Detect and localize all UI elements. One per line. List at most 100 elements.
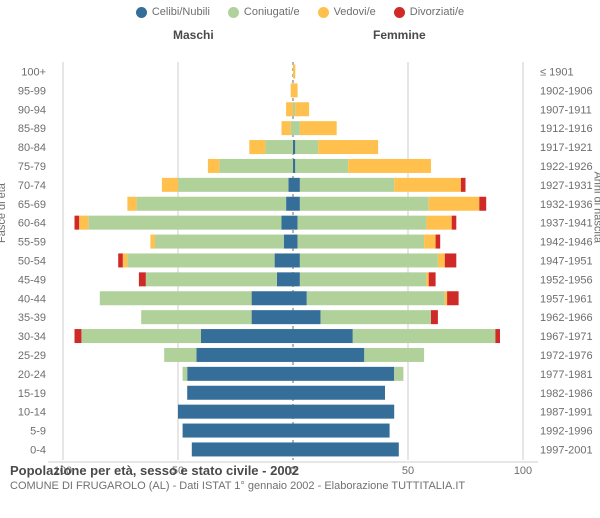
bar-male	[201, 329, 293, 343]
age-label: 5-9	[30, 426, 46, 438]
birth-label: 1917-1921	[540, 142, 593, 154]
bar-male	[277, 272, 293, 286]
bar-male	[284, 235, 293, 249]
bar-male	[187, 367, 293, 381]
bar-female	[293, 64, 295, 78]
legend-swatch	[228, 7, 239, 18]
bar-male	[286, 102, 293, 116]
legend-swatch	[394, 7, 405, 18]
bar-female	[300, 253, 438, 267]
birth-label: 1957-1961	[540, 293, 593, 305]
age-label: 15-19	[18, 388, 46, 400]
column-title-female: Femmine	[373, 28, 426, 42]
bar-female	[293, 235, 298, 249]
birth-label: 1977-1981	[540, 369, 593, 381]
bar-female	[298, 235, 425, 249]
birth-label: 1927-1931	[540, 180, 593, 192]
legend-item: Celibi/Nubili	[136, 6, 210, 18]
bar-male	[123, 253, 128, 267]
bar-female	[429, 197, 480, 211]
bar-male	[155, 235, 284, 249]
bar-female	[293, 386, 385, 400]
bar-male	[81, 329, 201, 343]
bar-male	[252, 291, 293, 305]
age-label: 20-24	[18, 369, 46, 381]
age-label: 55-59	[18, 237, 46, 249]
bar-male	[196, 348, 293, 362]
bar-male	[192, 442, 293, 456]
bar-female	[293, 253, 300, 267]
bar-male	[75, 329, 82, 343]
age-label: 45-49	[18, 274, 46, 286]
bar-male	[183, 367, 188, 381]
bar-male	[127, 253, 274, 267]
bar-male	[88, 216, 281, 230]
bar-female	[431, 310, 438, 324]
bar-female	[293, 140, 295, 154]
age-label: 60-64	[18, 218, 46, 230]
bar-male	[127, 197, 136, 211]
bar-male	[137, 197, 287, 211]
birth-label: 1992-1996	[540, 426, 593, 438]
birth-label: 1912-1916	[540, 123, 593, 135]
bar-male	[79, 216, 88, 230]
bar-female	[364, 348, 424, 362]
bar-male	[249, 140, 265, 154]
bar-female	[293, 291, 307, 305]
bar-female	[307, 291, 445, 305]
bar-male	[139, 272, 146, 286]
bar-female	[353, 329, 496, 343]
bar-female	[445, 291, 447, 305]
bar-female	[318, 140, 378, 154]
birth-label: 1997-2001	[540, 444, 593, 456]
legend: Celibi/NubiliConiugati/eVedovi/eDivorzia…	[0, 0, 600, 18]
birth-label: 1987-1991	[540, 407, 593, 419]
birth-label: 1962-1966	[540, 312, 593, 324]
x-tick: 100	[514, 465, 532, 477]
column-title-male: Maschi	[173, 28, 214, 42]
bar-male	[146, 272, 277, 286]
age-label: 85-89	[18, 123, 46, 135]
bar-male	[75, 216, 80, 230]
bar-male	[187, 386, 293, 400]
birth-label: 1967-1971	[540, 331, 593, 343]
bar-male	[219, 159, 293, 173]
bar-female	[447, 291, 459, 305]
legend-item: Divorziati/e	[394, 6, 464, 18]
bar-female	[293, 310, 321, 324]
legend-swatch	[318, 7, 329, 18]
bar-female	[295, 140, 318, 154]
bar-female	[424, 235, 436, 249]
bar-male	[282, 216, 294, 230]
birth-label: 1947-1951	[540, 255, 593, 267]
bar-female	[300, 121, 337, 135]
age-label: 75-79	[18, 161, 46, 173]
bar-female	[298, 216, 427, 230]
bar-female	[293, 367, 394, 381]
bar-male	[265, 140, 293, 154]
age-label: 70-74	[18, 180, 46, 192]
bar-female	[445, 253, 457, 267]
bar-female	[293, 405, 394, 419]
bar-female	[426, 272, 428, 286]
footer-title: Popolazione per età, sesso e stato civil…	[10, 463, 465, 478]
birth-label: 1952-1956	[540, 274, 593, 286]
bar-male	[183, 424, 293, 438]
bar-female	[293, 83, 298, 97]
bar-female	[321, 310, 431, 324]
bar-male	[286, 197, 293, 211]
bar-female	[293, 348, 364, 362]
bar-female	[461, 178, 466, 192]
legend-label: Divorziati/e	[410, 6, 464, 18]
bar-female	[293, 178, 300, 192]
bar-male	[282, 121, 291, 135]
bar-female	[293, 442, 399, 456]
age-label: 50-54	[18, 255, 46, 267]
bar-male	[150, 235, 155, 249]
bar-female	[293, 329, 353, 343]
birth-label: 1932-1936	[540, 199, 593, 211]
bar-male	[208, 159, 220, 173]
bar-male	[118, 253, 123, 267]
bar-female	[438, 253, 445, 267]
bar-female	[436, 235, 441, 249]
